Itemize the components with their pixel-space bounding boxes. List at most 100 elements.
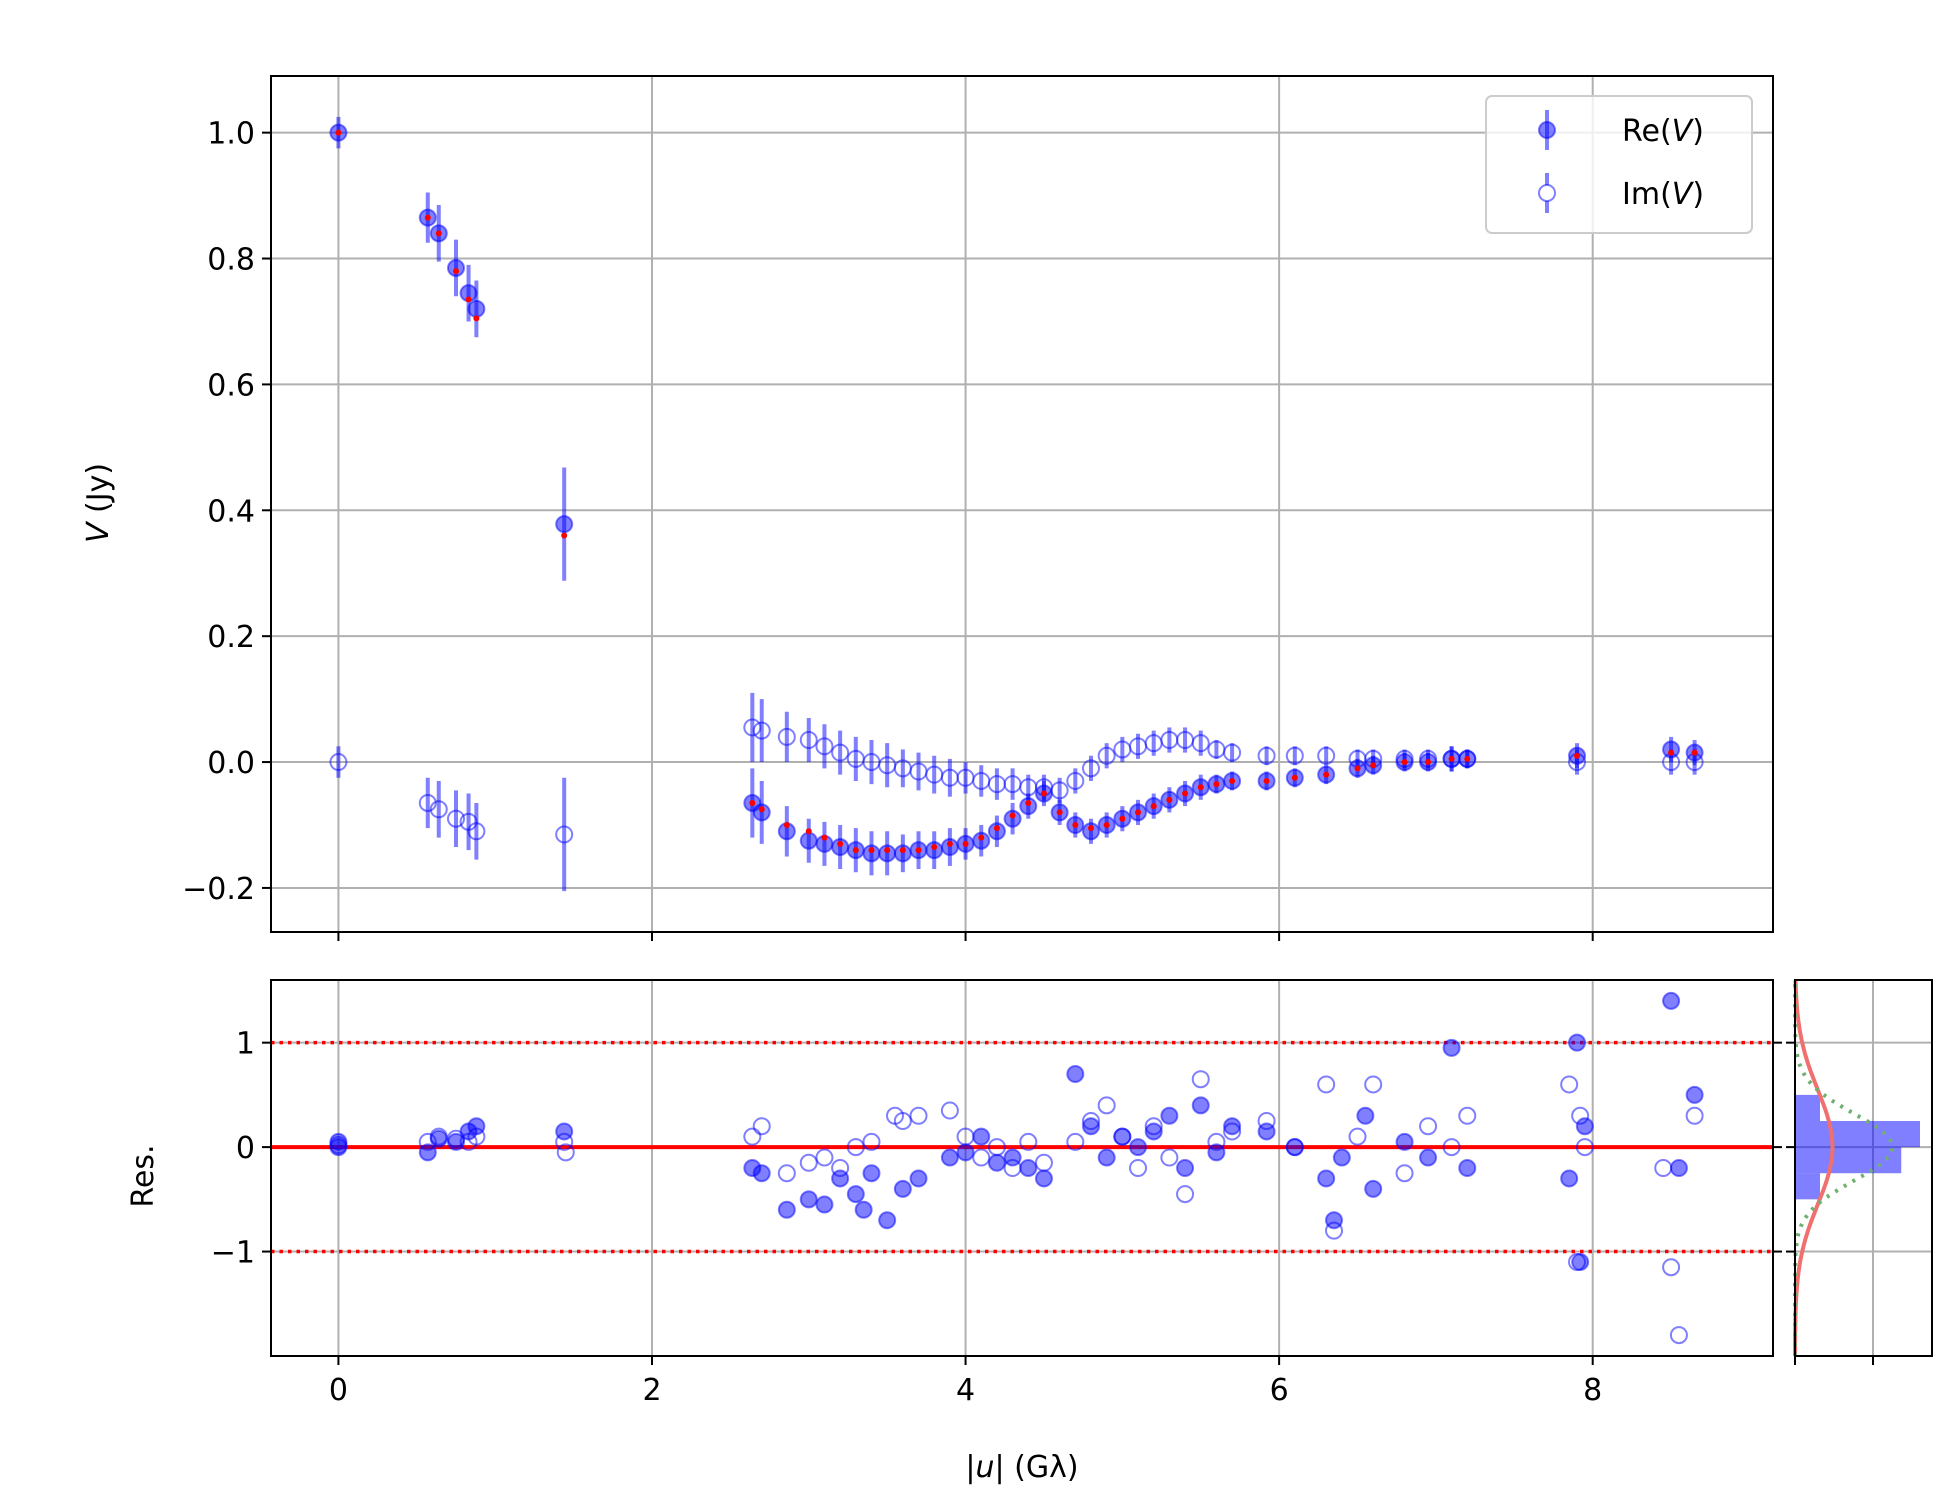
residual-point — [1332, 1148, 1351, 1167]
residual-point — [846, 1185, 865, 1204]
residual-point — [429, 1127, 448, 1146]
residual-point — [1364, 1179, 1383, 1198]
residual-point — [777, 1164, 796, 1183]
residual-point — [972, 1127, 991, 1146]
im-point — [777, 727, 796, 746]
residual-point — [854, 1200, 873, 1219]
residual-point — [1654, 1159, 1673, 1177]
im-point — [1066, 771, 1085, 790]
x-tick-label: 6 — [1270, 1373, 1289, 1408]
main-y-tick-label: 0.6 — [207, 368, 255, 403]
residual-point — [1223, 1122, 1242, 1141]
im-point — [831, 743, 850, 762]
residual-point — [1317, 1075, 1336, 1094]
re-point — [752, 803, 771, 822]
main-y-tick-label: 0.4 — [207, 494, 255, 529]
residual-point — [1662, 991, 1681, 1010]
im-point — [743, 718, 762, 737]
residual-point — [909, 1169, 928, 1188]
residual-y-axis-label: Res. — [126, 1144, 161, 1207]
residual-point — [909, 1106, 928, 1125]
residual-point — [777, 1200, 796, 1219]
residual-point — [1257, 1112, 1276, 1130]
histogram-panel-frame — [1794, 979, 1933, 1357]
residual-point — [1003, 1159, 1022, 1177]
residual-point — [1191, 1070, 1210, 1089]
legend-box — [1485, 95, 1753, 234]
im-point — [1081, 759, 1100, 778]
residual-point — [1442, 1138, 1461, 1157]
im-point — [799, 731, 818, 750]
residual-point — [555, 1132, 574, 1151]
residual-point — [1348, 1127, 1367, 1146]
residual-point — [1364, 1075, 1383, 1094]
re-point — [447, 258, 466, 277]
model-point — [962, 840, 969, 847]
residual-y-tick-label: −1 — [211, 1236, 255, 1271]
residual-point — [1066, 1065, 1085, 1083]
model-point — [1229, 777, 1236, 784]
residual-point — [1285, 1138, 1304, 1157]
im-point — [1395, 749, 1414, 768]
model-point — [821, 834, 828, 841]
model-point — [1691, 749, 1698, 756]
residual-point — [940, 1101, 959, 1120]
model-point — [783, 822, 790, 828]
residual-point — [987, 1138, 1006, 1157]
model-point — [1668, 749, 1675, 756]
residual-point — [1097, 1148, 1116, 1167]
re-point — [987, 822, 1006, 841]
model-point — [1448, 755, 1455, 762]
legend-im-marker — [1538, 184, 1556, 202]
legend-im-prefix: Im( — [1622, 177, 1672, 212]
residual-point — [1442, 1038, 1461, 1057]
residual-point — [418, 1132, 437, 1151]
model-point — [884, 847, 891, 854]
main-y-axis-label: V (Jy) — [81, 463, 116, 543]
residual-point — [752, 1117, 771, 1136]
model-point — [805, 828, 812, 835]
model-point — [1291, 774, 1298, 781]
residual-point — [1419, 1117, 1438, 1136]
residual-point — [1669, 1326, 1688, 1345]
model-point — [1197, 784, 1204, 791]
residual-point — [1160, 1148, 1179, 1167]
residual-point — [1160, 1106, 1179, 1125]
model-point — [465, 296, 472, 303]
x-tick-label: 2 — [642, 1373, 661, 1408]
residual-point — [862, 1132, 881, 1151]
histogram-bar — [1795, 1094, 1820, 1121]
residual-point — [846, 1138, 865, 1157]
residual-point — [1207, 1132, 1226, 1151]
residual-point — [956, 1127, 975, 1146]
residual-y-tick-label: 0 — [236, 1131, 255, 1166]
residual-point — [1066, 1132, 1085, 1151]
residual-point — [1191, 1096, 1210, 1115]
residual-point — [815, 1195, 834, 1214]
main-y-axis-label-var: V — [81, 520, 116, 543]
re-point — [1003, 809, 1022, 828]
residual-point — [1669, 1159, 1688, 1177]
model-point — [946, 840, 953, 847]
legend-re-marker — [1538, 121, 1556, 139]
model-point — [1263, 777, 1270, 784]
legend-re-label: Re(V) — [1622, 114, 1704, 149]
residual-point — [1568, 1033, 1587, 1052]
model-point — [749, 799, 756, 806]
residual-point — [1113, 1127, 1132, 1146]
legend-re-var: V — [1672, 114, 1695, 149]
im-point — [1097, 746, 1116, 765]
im-point — [1050, 781, 1069, 800]
histogram-bar — [1795, 1173, 1820, 1200]
residual-point — [1395, 1132, 1414, 1151]
residual-point — [1662, 1258, 1681, 1277]
residual-point — [1575, 1138, 1594, 1157]
histogram-panel-marks — [1793, 979, 1920, 1356]
im-point — [467, 822, 486, 841]
residual-point — [1081, 1117, 1100, 1136]
model-point — [473, 315, 480, 322]
main-panel-marks — [329, 116, 1704, 892]
legend-re-suffix: ) — [1692, 114, 1704, 149]
residual-point — [1097, 1096, 1116, 1115]
residual-point — [1395, 1164, 1414, 1183]
